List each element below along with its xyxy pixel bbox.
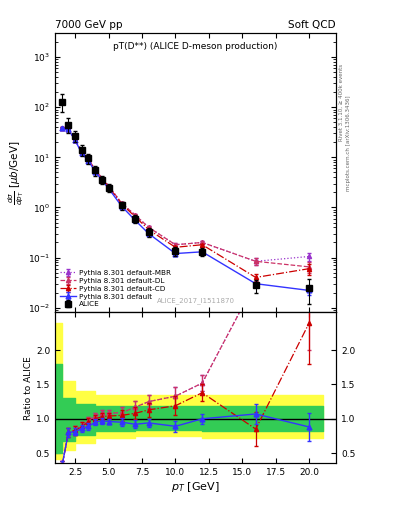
Text: 7000 GeV pp: 7000 GeV pp bbox=[55, 20, 123, 31]
X-axis label: $p_T\ [\mathrm{GeV}]$: $p_T\ [\mathrm{GeV}]$ bbox=[171, 480, 220, 494]
Y-axis label: $\frac{d\sigma}{dp_T}\ [\mu b/\mathrm{GeV}]$: $\frac{d\sigma}{dp_T}\ [\mu b/\mathrm{Ge… bbox=[7, 140, 26, 205]
Text: pT(D**) (ALICE D-meson production): pT(D**) (ALICE D-meson production) bbox=[113, 41, 278, 51]
Text: mcplots.cern.ch [arXiv:1306.3436]: mcplots.cern.ch [arXiv:1306.3436] bbox=[346, 96, 351, 191]
Text: Rivet 3.1.10, ≥ 400k events: Rivet 3.1.10, ≥ 400k events bbox=[339, 64, 344, 141]
Text: Soft QCD: Soft QCD bbox=[288, 20, 336, 31]
Y-axis label: Ratio to ALICE: Ratio to ALICE bbox=[24, 356, 33, 420]
Text: ALICE_2017_I1511870: ALICE_2017_I1511870 bbox=[156, 297, 235, 304]
Legend: Pythia 8.301 default-MBR, Pythia 8.301 default-DL, Pythia 8.301 default-CD, Pyth: Pythia 8.301 default-MBR, Pythia 8.301 d… bbox=[59, 268, 172, 309]
